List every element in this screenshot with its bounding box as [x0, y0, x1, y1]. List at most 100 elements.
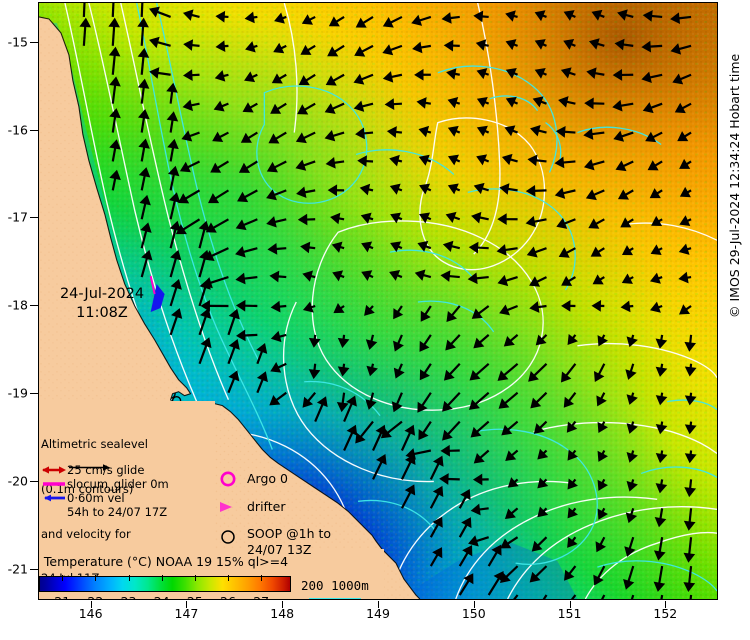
current-vector: [190, 13, 200, 19]
current-vector-head: [353, 100, 365, 112]
current-vector: [507, 420, 519, 431]
current-vector: [481, 187, 490, 192]
colorbar-tick-label: 25: [175, 594, 215, 599]
map-plot-area[interactable]: 24-Jul-2024 11:08Z Altimetric sealevel (…: [38, 2, 718, 600]
current-vector: [507, 187, 518, 192]
current-vector-head: [302, 396, 314, 408]
current-vector-head: [588, 218, 600, 229]
current-vector: [278, 304, 287, 308]
y-tick-mark: [30, 305, 38, 307]
colorbar-tick-label: 24: [142, 594, 182, 599]
current-vector: [563, 218, 576, 225]
current-vector-head: [500, 538, 512, 549]
current-vector-head: [472, 473, 483, 486]
current-vector: [506, 536, 519, 545]
x-tick-mark: [665, 601, 667, 608]
current-vector: [361, 44, 374, 53]
y-tick-label: -20: [7, 473, 28, 489]
current-vector: [562, 160, 576, 164]
current-vector: [478, 507, 489, 511]
current-vector: [503, 362, 519, 377]
current-vector-head: [166, 111, 179, 122]
current-vector: [274, 218, 287, 224]
current-vector-head: [382, 16, 394, 28]
current-vector-head: [182, 99, 193, 112]
current-vector-head: [432, 516, 443, 528]
current-vector: [304, 189, 316, 194]
current-vector: [540, 334, 548, 341]
current-vector-head: [505, 96, 517, 108]
current-vector: [510, 449, 519, 457]
colorbar-tick-mark: [261, 575, 263, 581]
current-vector: [568, 565, 577, 575]
current-vector: [487, 577, 501, 596]
current-vector-head: [389, 183, 401, 195]
current-vector: [390, 73, 403, 79]
current-vector-head: [533, 423, 545, 434]
current-vector-head: [588, 38, 600, 50]
current-vector-head: [215, 10, 226, 23]
current-vector-head: [597, 421, 608, 434]
current-vector-head: [507, 477, 519, 488]
current-vector-head: [534, 67, 546, 79]
current-vector: [688, 565, 693, 584]
current-vector-head: [615, 160, 627, 172]
current-vector: [627, 565, 635, 583]
current-vector-head: [365, 339, 378, 350]
current-vector-head: [389, 270, 401, 281]
y-tick-mark: [30, 129, 38, 131]
current-vector-head: [167, 165, 180, 177]
current-vector: [421, 392, 432, 407]
current-vector-head: [256, 371, 268, 383]
x-tick-label: 147: [174, 606, 199, 621]
current-vector-head: [240, 132, 252, 143]
current-vector-head: [242, 102, 254, 113]
current-vector-head: [447, 183, 459, 195]
current-vector-head: [238, 162, 251, 173]
current-vector-head: [235, 246, 246, 258]
current-vector: [198, 344, 208, 365]
legend-row-slocum: slocum_glider 0m: [41, 477, 169, 491]
current-vector-head: [199, 308, 212, 319]
current-vector: [688, 479, 693, 489]
current-vector-head: [534, 39, 546, 50]
current-vector-head: [684, 341, 697, 352]
current-vector: [509, 158, 518, 163]
current-vector-head: [439, 473, 449, 485]
current-vector: [689, 334, 693, 344]
current-vector-head: [537, 448, 549, 460]
current-vector: [681, 102, 692, 110]
current-vector: [212, 218, 229, 229]
current-vector: [505, 565, 519, 578]
current-vector-head: [497, 370, 509, 381]
y-tick-mark: [30, 393, 38, 395]
current-vector-head: [270, 330, 282, 343]
current-vector: [568, 71, 576, 76]
current-vector-head: [295, 159, 307, 171]
current-vector-head: [655, 366, 668, 377]
current-vector: [476, 420, 490, 433]
current-vector: [186, 160, 201, 169]
current-vector: [429, 462, 440, 480]
current-vector-head: [382, 71, 394, 83]
current-vector: [243, 275, 258, 280]
current-vector: [683, 131, 692, 138]
current-vector-head: [679, 304, 691, 315]
legend-row-vel: 0·60m vel: [41, 491, 169, 505]
current-vector: [198, 228, 206, 249]
current-vector-head: [199, 278, 211, 290]
current-vector: [566, 100, 576, 105]
current-vector-head: [460, 489, 471, 501]
current-vector-head: [621, 273, 633, 284]
current-vector: [227, 316, 236, 336]
current-vector: [534, 565, 548, 578]
current-vector-head: [333, 303, 345, 314]
current-vector: [479, 449, 490, 459]
current-vector-head: [505, 39, 517, 51]
current-vector: [533, 218, 547, 223]
current-vector: [652, 131, 663, 139]
current-vector-head: [626, 336, 638, 348]
current-vector: [372, 431, 383, 451]
current-vector: [333, 44, 345, 53]
velocity-reference-arrow-icon: [69, 464, 110, 471]
